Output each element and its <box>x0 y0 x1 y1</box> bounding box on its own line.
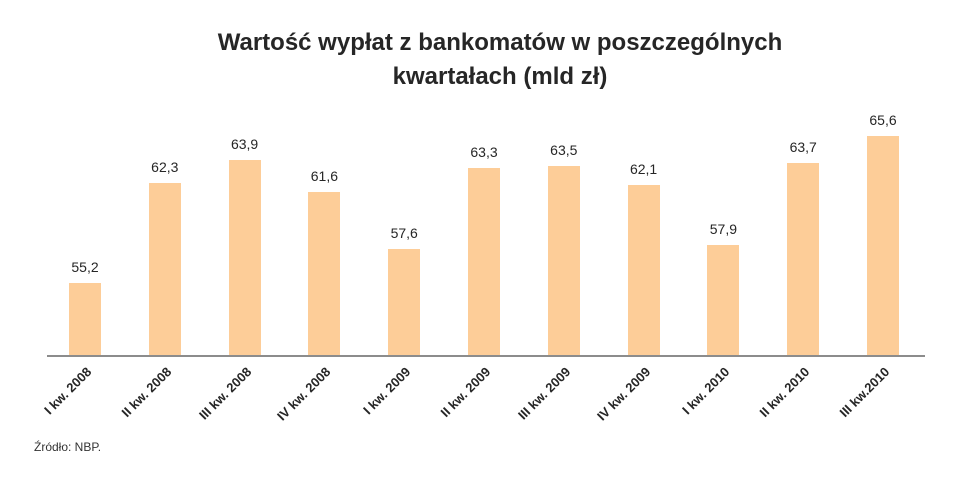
data-label: 63,5 <box>550 141 578 158</box>
chart-title: Wartość wypłat z bankomatów w poszczegól… <box>0 26 964 94</box>
bar <box>148 182 181 356</box>
data-label: 65,6 <box>869 112 897 129</box>
x-tick-label: III kw. 2009 <box>514 364 574 423</box>
bar <box>468 168 500 356</box>
bar <box>547 165 580 356</box>
bar <box>627 185 660 356</box>
x-tick-label: II kw. 2009 <box>437 364 494 420</box>
data-label: 57,9 <box>709 220 738 237</box>
bar <box>707 244 740 356</box>
chart-title-line-2: kwartałach (mld zł) <box>392 63 608 90</box>
x-tick-label: III kw.2010 <box>836 364 893 420</box>
x-axis-line <box>47 355 925 357</box>
data-label: 57,6 <box>390 224 418 241</box>
data-label: 62,1 <box>629 161 658 178</box>
bar <box>69 282 101 356</box>
data-label: 55,2 <box>71 258 99 275</box>
x-tick-label: I kw. 2009 <box>360 364 414 418</box>
bar <box>228 160 261 356</box>
x-tick-label: II kw. 2010 <box>756 364 813 420</box>
data-label: 63,9 <box>230 136 259 152</box>
data-label: 61,6 <box>310 168 339 185</box>
bar <box>388 248 421 356</box>
bar <box>308 192 341 356</box>
x-tick-label: IV kw. 2008 <box>274 364 334 424</box>
source-note: Źródło: NBP. <box>34 440 102 454</box>
data-label: 63,7 <box>789 138 817 155</box>
data-label: 62,3 <box>151 158 179 175</box>
bar <box>787 162 820 356</box>
data-label: 63,3 <box>470 144 498 161</box>
bar <box>867 136 899 356</box>
plot-area: 55,2 62,3 63,9 61,6 57,6 63,3 63,5 62,1 57,9 63,7… <box>47 100 925 356</box>
chart-title-line-1: Wartość wypłat z bankomatów w poszczegól… <box>217 29 783 56</box>
x-tick-label: I kw. 2010 <box>679 364 733 418</box>
